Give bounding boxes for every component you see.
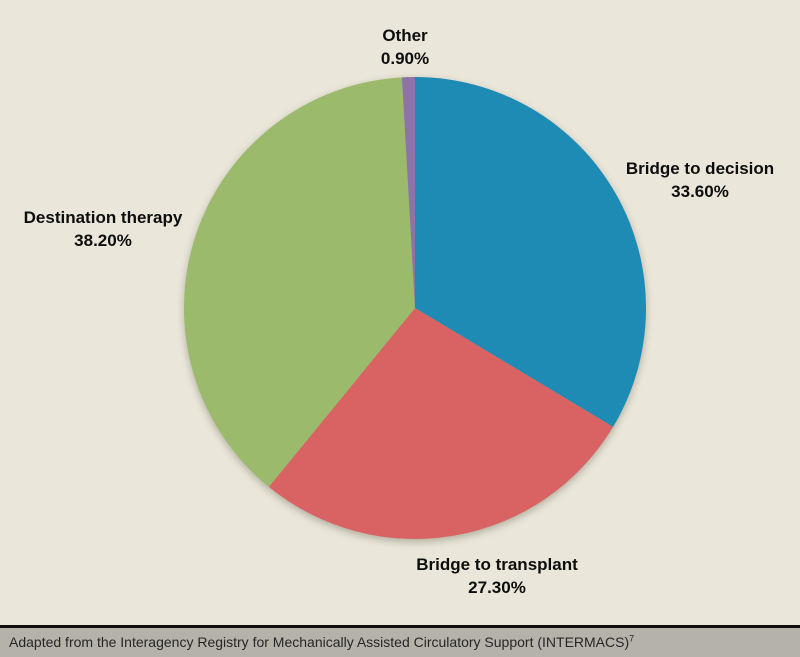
pie-label-bridge-to-transplant: Bridge to transplant 27.30%: [416, 553, 578, 599]
pie-slice-destination-therapy: [184, 77, 415, 487]
pie-label-destination-therapy-value: 38.20%: [74, 231, 132, 250]
pie-label-other-name: Other: [382, 26, 428, 45]
pie-label-destination-therapy: Destination therapy 38.20%: [24, 206, 183, 252]
pie-label-other: Other 0.90%: [381, 24, 429, 70]
pie-label-bridge-to-decision-name: Bridge to decision: [625, 159, 775, 178]
source-note: Adapted from the Interagency Registry fo…: [0, 625, 800, 657]
pie-slice-bridge-to-decision: [415, 77, 647, 427]
pie-slice-bridge-to-transplant: [268, 308, 614, 540]
chart-canvas: Other 0.90% Bridge to decision 33.60% De…: [24, 24, 775, 599]
source-note-reference: 7: [629, 633, 635, 644]
pie-label-bridge-to-transplant-name: Bridge to transplant: [416, 555, 578, 574]
pie-slice-other: [401, 77, 415, 308]
pie-label-destination-therapy-name: Destination therapy: [23, 208, 183, 227]
pie-chart: [184, 77, 647, 540]
pie-label-other-value: 0.90%: [380, 49, 430, 68]
source-note-text: Adapted from the Interagency Registry fo…: [9, 634, 630, 650]
pie-label-bridge-to-transplant-value: 27.30%: [468, 578, 526, 597]
pie-label-bridge-to-decision-value: 33.60%: [671, 182, 729, 201]
pie-label-bridge-to-decision: Bridge to decision 33.60%: [626, 157, 774, 203]
